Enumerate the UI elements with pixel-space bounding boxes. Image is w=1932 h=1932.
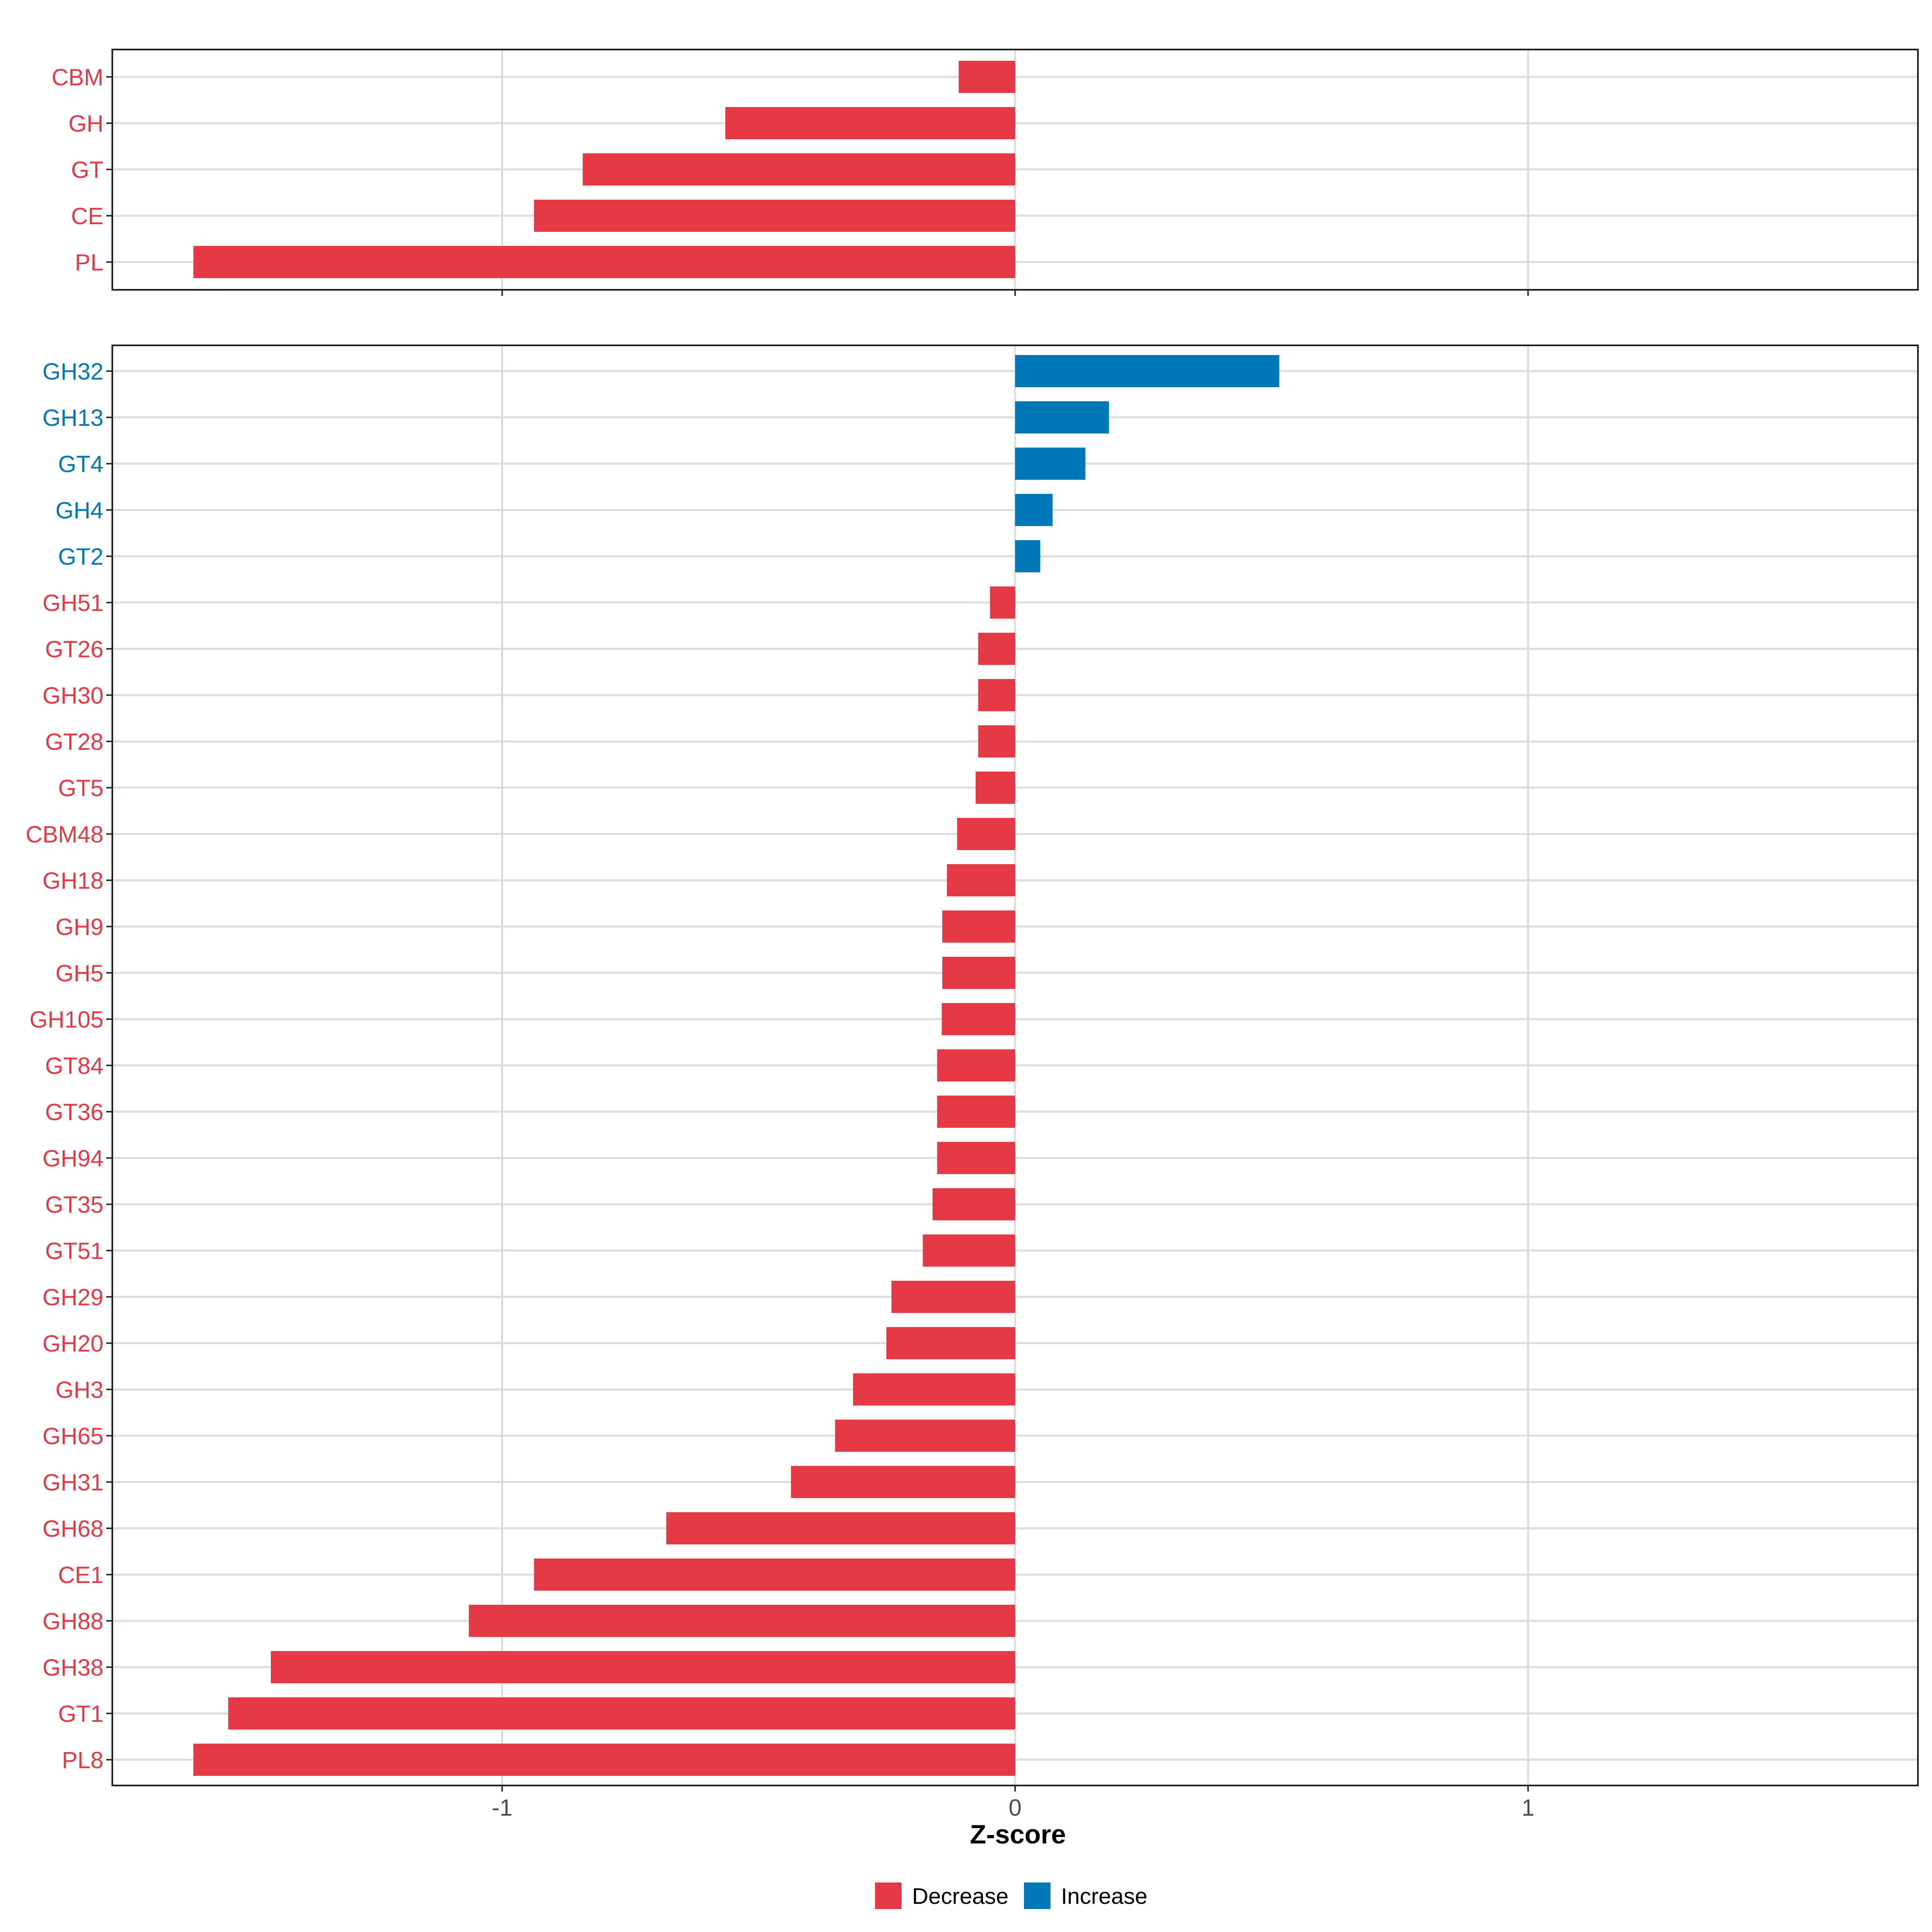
y-tick-label: PL8 (62, 1747, 103, 1773)
y-tick-label: GH4 (56, 497, 103, 524)
y-tick-label: GH5 (56, 960, 103, 987)
y-tick-label: GT (71, 157, 103, 183)
bar-gh105 (941, 1003, 1015, 1035)
legend: Decrease Increase (875, 1882, 1148, 1909)
y-tick-label: CE (71, 203, 103, 229)
legend-label-increase: Increase (1061, 1883, 1148, 1909)
bar-gt84 (937, 1049, 1015, 1082)
y-tick-label: GH65 (42, 1423, 103, 1449)
y-tick-label: GH29 (42, 1284, 103, 1311)
y-tick-label: GH30 (42, 683, 103, 709)
bar-gt28 (978, 725, 1015, 758)
bar-gh (725, 107, 1015, 139)
y-tick-label: GT36 (45, 1099, 103, 1125)
bar-gh4 (1015, 494, 1053, 526)
bar-gt (582, 153, 1015, 186)
y-tick-label: GH94 (42, 1146, 103, 1172)
bar-gt26 (978, 633, 1015, 665)
bar-gh3 (853, 1373, 1015, 1406)
x-tick-label: 0 (1009, 1795, 1022, 1821)
bar-gh94 (937, 1142, 1015, 1174)
bar-gh65 (835, 1420, 1015, 1452)
bar-gh38 (270, 1651, 1015, 1683)
y-tick-label: GH18 (42, 868, 103, 894)
top-panel: CBM GH GT CE PL (52, 49, 1919, 296)
y-tick-label: GH32 (42, 359, 103, 385)
bar-cbm (958, 61, 1015, 93)
bar-gh18 (947, 864, 1015, 896)
bar-pl (193, 246, 1015, 278)
bar-gh9 (942, 910, 1015, 943)
x-tick-label: 1 (1521, 1795, 1534, 1821)
bar-gh32 (1015, 355, 1280, 387)
x-tick-label: -1 (492, 1795, 513, 1821)
y-tick-label: GT51 (45, 1238, 103, 1264)
bar-gh51 (990, 586, 1015, 619)
y-tick-label: GH (68, 111, 103, 137)
bar-gh13 (1015, 401, 1109, 433)
y-tick-label: GH13 (42, 405, 103, 431)
bar-gh5 (942, 957, 1015, 989)
x-axis-title: Z-score (970, 1819, 1066, 1849)
bar-ce1 (534, 1558, 1015, 1591)
y-tick-label: GT1 (58, 1701, 103, 1727)
y-tick-label: GT2 (58, 544, 103, 570)
y-tick-label: GT26 (45, 636, 103, 663)
legend-key-increase (1024, 1882, 1051, 1909)
y-tick-label: GH51 (42, 590, 103, 616)
bar-pl8 (193, 1744, 1015, 1776)
bar-gh88 (469, 1605, 1015, 1637)
y-tick-label: GH88 (42, 1608, 103, 1635)
y-tick-label: GH9 (56, 914, 103, 940)
y-tick-label: GH105 (29, 1007, 103, 1033)
bar-gh20 (886, 1327, 1015, 1359)
bar-cbm48 (957, 818, 1015, 850)
y-tick-label: CBM48 (26, 822, 103, 848)
y-tick-label: GH20 (42, 1331, 103, 1357)
bar-gt2 (1015, 540, 1040, 572)
y-tick-label: CBM (52, 64, 103, 91)
y-tick-label: GT35 (45, 1192, 103, 1218)
y-tick-label: CE1 (58, 1562, 103, 1588)
bar-gh30 (978, 679, 1015, 711)
bottom-panel: GH32GH13GT4GH4GT2GH51GT26GH30GT28GT5CBM4… (26, 345, 1919, 1821)
bar-ce (534, 200, 1015, 232)
y-tick-label: GH3 (56, 1377, 103, 1403)
bar-gh29 (891, 1281, 1015, 1313)
bar-gt1 (228, 1697, 1015, 1730)
y-tick-label: PL (75, 250, 103, 276)
bar-gt35 (932, 1188, 1015, 1220)
y-tick-label: GT4 (58, 451, 103, 477)
bar-gt51 (923, 1234, 1015, 1267)
legend-label-decrease: Decrease (912, 1883, 1009, 1909)
y-tick-label: GT84 (45, 1053, 103, 1079)
bar-gh68 (666, 1512, 1015, 1544)
y-tick-label: GT5 (58, 775, 103, 801)
legend-key-decrease (875, 1882, 902, 1909)
bar-gt36 (937, 1096, 1015, 1128)
bar-gh31 (791, 1466, 1015, 1498)
y-tick-label: GH38 (42, 1655, 103, 1681)
y-tick-label: GH68 (42, 1516, 103, 1542)
bar-gt5 (975, 772, 1015, 804)
bar-gt4 (1015, 448, 1086, 480)
y-tick-label: GT28 (45, 729, 103, 755)
y-tick-label: GH31 (42, 1470, 103, 1496)
